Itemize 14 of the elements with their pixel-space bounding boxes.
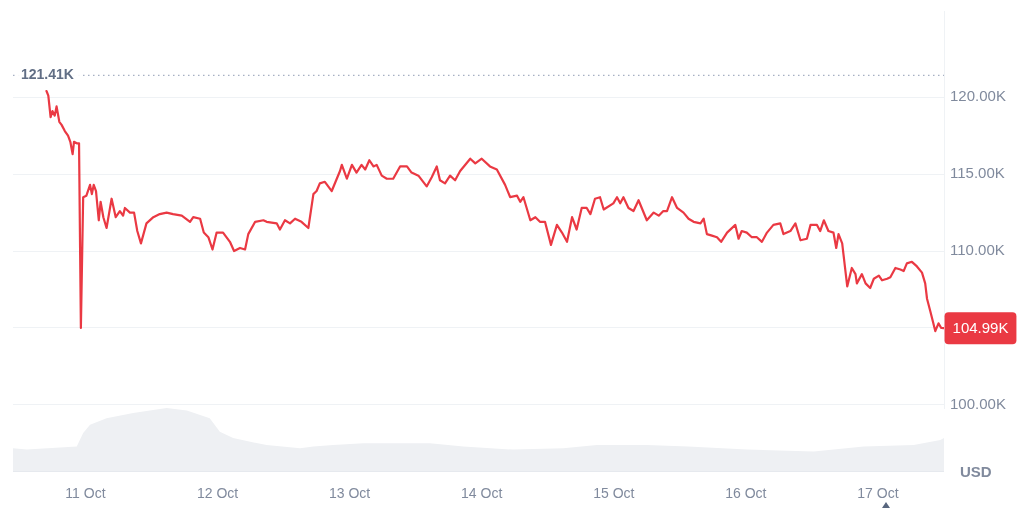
x-tick-label: 13 Oct [329, 485, 371, 502]
y-tick-label: 120.00K [950, 87, 1006, 105]
x-tick-label: 16 Oct [725, 485, 767, 502]
y-tick-label: 110.00K [950, 241, 1005, 259]
annotation: 104.99K [952, 319, 1009, 337]
y-tick-label: 100.00K [950, 395, 1006, 413]
x-tick-label: 14 Oct [461, 485, 503, 502]
x-tick-label: 12 Oct [196, 485, 239, 502]
x-tick-label: 15 Oct [593, 485, 635, 502]
y-tick-label: 115.00K [950, 164, 1005, 182]
x-tick-label: 17 Oct [857, 485, 899, 502]
x-tick-label: 11 Oct [65, 485, 106, 502]
ref-line-label: 121.41K [21, 66, 74, 83]
y-axis-title: USD [960, 463, 992, 481]
